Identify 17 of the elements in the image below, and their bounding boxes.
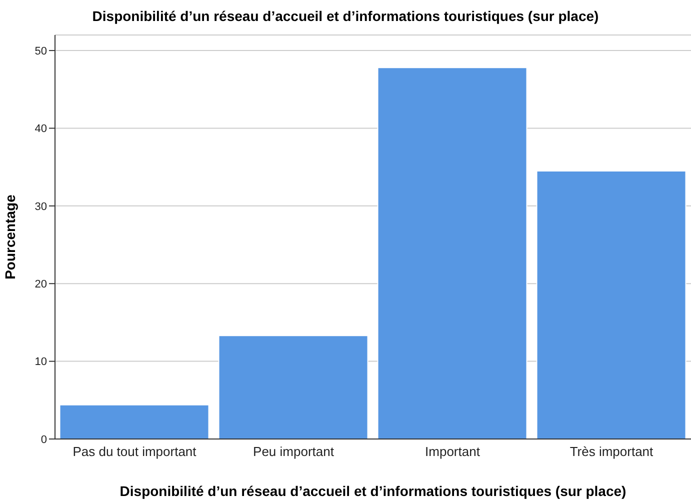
y-tick-label: 40 xyxy=(34,123,47,136)
y-tick-label: 10 xyxy=(34,356,47,368)
bar xyxy=(536,170,686,439)
y-axis-title: Pourcentage xyxy=(2,194,18,280)
x-tick-label: Pas du tout important xyxy=(72,444,197,460)
y-tick-label: 20 xyxy=(34,278,47,291)
bar xyxy=(377,67,528,439)
x-axis-title: Disponibilité d’un réseau d’accueil et d’informations touristiques (sur place) xyxy=(120,483,626,499)
y-tick-label: 30 xyxy=(34,200,47,213)
x-tick-label: Très important xyxy=(570,444,654,460)
bar xyxy=(59,404,210,439)
chart-title: Disponibilité d’un réseau d’accueil et d’informations touristiques (sur place) xyxy=(91,8,600,24)
y-tick-label: 50 xyxy=(34,45,47,58)
x-tick-label: Important xyxy=(425,444,480,460)
y-tick-label: 0 xyxy=(40,434,47,446)
x-tick-label: Peu important xyxy=(253,444,334,460)
bar xyxy=(218,335,368,439)
